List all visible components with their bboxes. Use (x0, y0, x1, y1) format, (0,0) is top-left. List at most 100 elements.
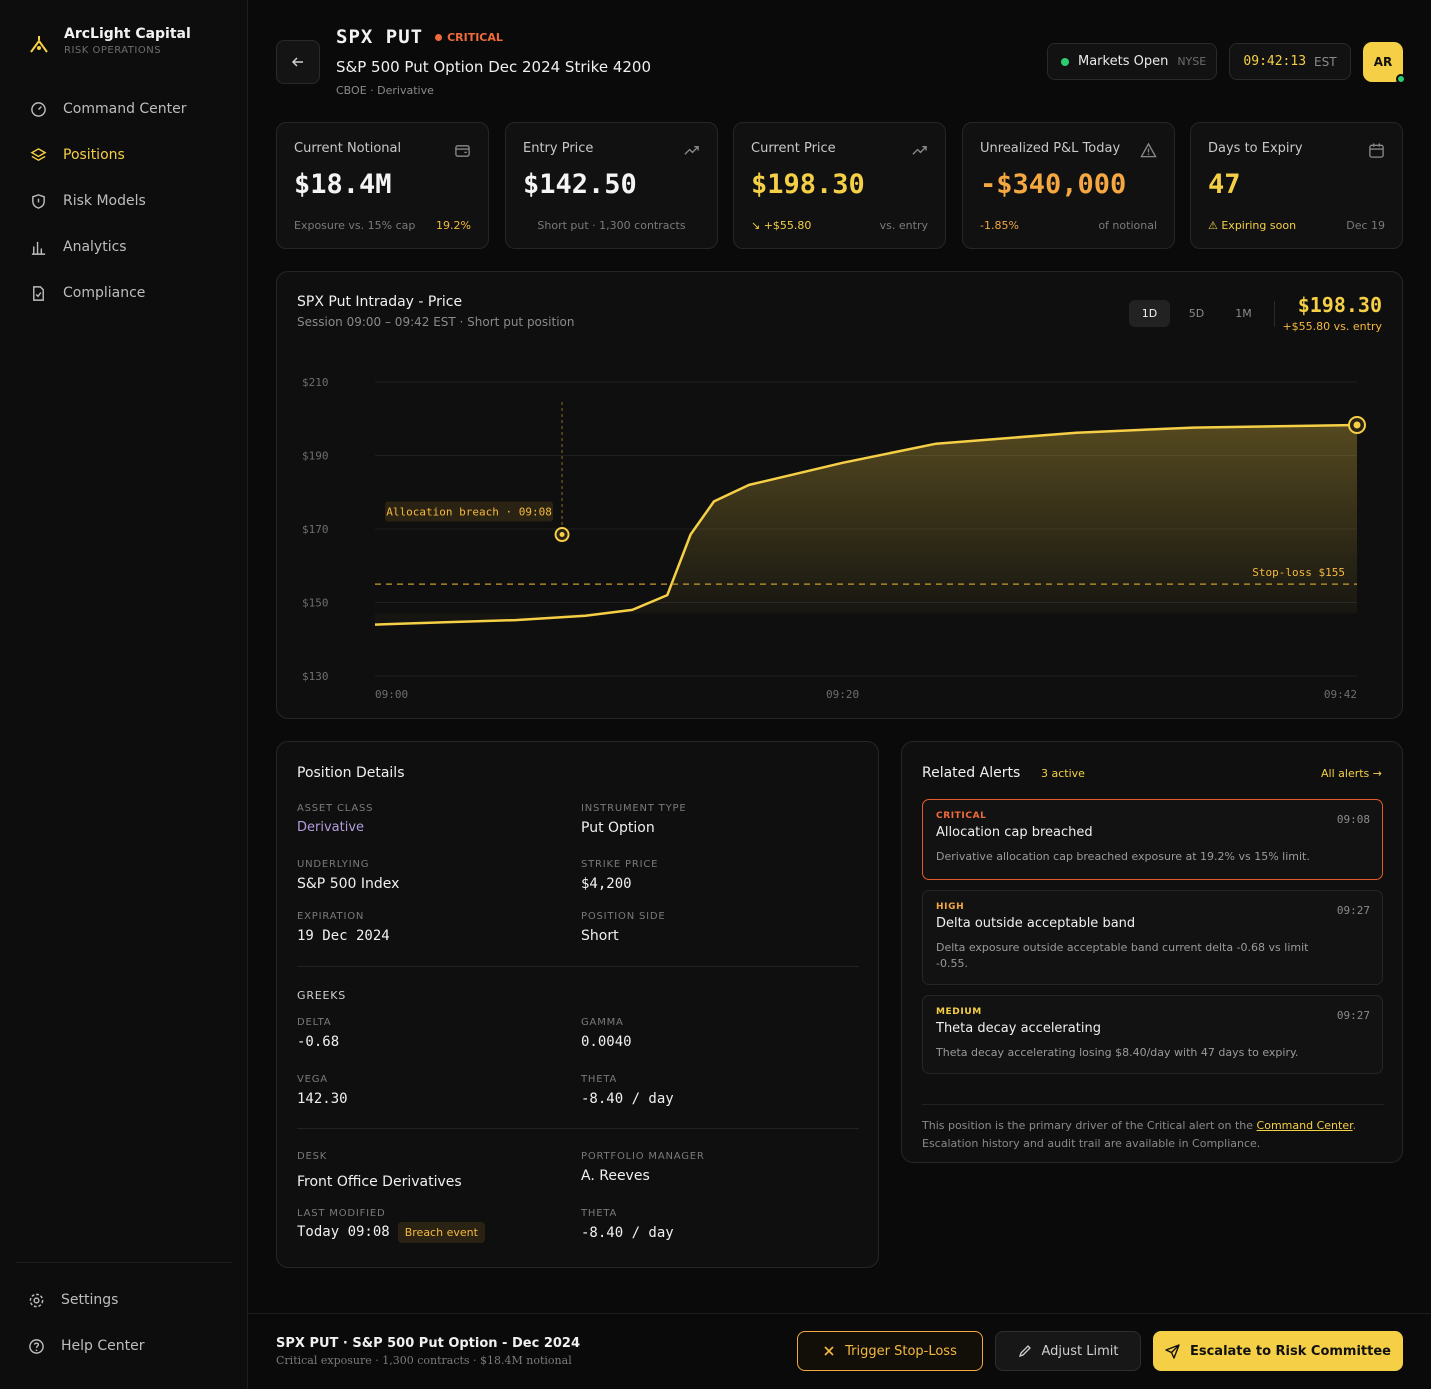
trigger-stop-loss-button[interactable]: Trigger Stop-Loss (797, 1331, 983, 1371)
stop-loss-label: Stop-loss $155 (1252, 566, 1345, 579)
chart-title: SPX Put Intraday - Price (297, 294, 463, 310)
sidebar-item-command-center[interactable]: Command Center (0, 86, 247, 132)
trend-icon (912, 146, 927, 155)
brand[interactable]: ArcLight Capital RISK OPERATIONS (28, 26, 191, 56)
x-tick-label: 09:20 (826, 688, 859, 701)
close-icon (824, 1346, 834, 1356)
kpi-value: $142.50 (523, 169, 637, 200)
field-label: STRIKE PRICE (581, 859, 659, 870)
alerts-note: This position is the primary driver of t… (922, 1104, 1384, 1153)
escalate-button[interactable]: Escalate to Risk Committee (1153, 1331, 1403, 1371)
field-label: VEGA (297, 1074, 328, 1085)
gauge-icon (31, 101, 46, 117)
tab-5d[interactable]: 5D (1188, 307, 1205, 320)
section-title: Position Details (297, 765, 405, 781)
layers-icon (30, 147, 47, 161)
field-portfolio-manager: PORTFOLIO MANAGER A. Reeves (581, 1151, 705, 1184)
field-label: UNDERLYING (297, 859, 370, 870)
sidebar-item-label: Analytics (63, 239, 127, 255)
field-value: A. Reeves (581, 1168, 650, 1184)
field-value: S&P 500 Index (297, 876, 400, 892)
sidebar-item-settings[interactable]: Settings (16, 1277, 232, 1323)
kpi-foot-right: vs. entry (879, 219, 928, 232)
breach-point-core (559, 532, 565, 538)
kpi-foot-left: -1.85% (980, 219, 1019, 232)
logo-icon (30, 36, 48, 53)
tab-1d[interactable]: 1D (1129, 300, 1170, 327)
kpi-value: -$340,000 (980, 169, 1127, 200)
x-tick-label: 09:00 (375, 688, 408, 701)
field-label: PORTFOLIO MANAGER (581, 1151, 705, 1162)
tab-1m[interactable]: 1M (1235, 307, 1252, 320)
back-button[interactable] (276, 40, 320, 84)
status-dot (1061, 57, 1069, 66)
alert-title: Delta outside acceptable band (936, 916, 1136, 931)
severity-badge: CRITICAL (435, 31, 503, 44)
chart-subtitle: Session 09:00 – 09:42 EST · Short put po… (297, 315, 575, 329)
position-details: Position Details ASSET CLASS Derivative … (276, 741, 879, 1268)
field-expiration: EXPIRATION 19 Dec 2024 (297, 911, 390, 944)
market-status-label: Markets Open (1078, 54, 1169, 69)
field-last-modified: LAST MODIFIED Today 09:08 Breach event (297, 1208, 485, 1243)
kpi-label: Days to Expiry (1208, 141, 1303, 156)
adjust-limit-button[interactable]: Adjust Limit (995, 1331, 1141, 1371)
sidebar-item-positions[interactable]: Positions (0, 132, 247, 178)
field-instrument-type: INSTRUMENT TYPE Put Option (581, 803, 686, 836)
sidebar-item-compliance[interactable]: Compliance (0, 270, 247, 316)
divider (1274, 301, 1275, 327)
field-desk: DESK Front Office Derivatives (297, 1151, 462, 1190)
note-text: This position is the primary driver of t… (922, 1119, 1257, 1132)
field-underlying: UNDERLYING S&P 500 Index (297, 859, 399, 892)
sidebar-item-risk-models[interactable]: Risk Models (0, 178, 247, 224)
field-value: Short (581, 928, 619, 944)
market-exchange: NYSE (1177, 55, 1207, 68)
avatar-initials: AR (1373, 55, 1393, 69)
y-tick-label: $170 (302, 523, 329, 536)
alert-item[interactable]: HIGH 09:27 Delta outside acceptable band… (922, 890, 1383, 985)
kpi-foot-left: ⚠ Expiring soon (1208, 219, 1297, 232)
field-value: Put Option (581, 820, 655, 836)
field-value: -8.40 / day (581, 1225, 674, 1241)
avatar[interactable]: AR (1363, 42, 1406, 84)
wallet-icon (455, 145, 470, 157)
kpi-foot-left: Exposure vs. 15% cap (294, 219, 416, 232)
greeks-title: GREEKS (297, 989, 347, 1002)
kpi-current-notional: Current Notional $18.4M Exposure vs. 15%… (276, 122, 489, 249)
field-label: THETA (581, 1074, 618, 1085)
sidebar-item-label: Help Center (61, 1338, 145, 1354)
range-tabs: 1D 5D 1M (1129, 300, 1264, 327)
all-alerts-link[interactable]: All alerts → (1321, 767, 1382, 780)
kpi-label: Current Notional (294, 141, 402, 156)
y-tick-label: $130 (302, 670, 329, 683)
alert-item[interactable]: MEDIUM 09:27 Theta decay accelerating Th… (922, 995, 1383, 1074)
command-center-link[interactable]: Command Center (1256, 1119, 1353, 1132)
field-label: GAMMA (581, 1017, 624, 1028)
market-status: Markets Open NYSE (1047, 43, 1217, 80)
online-indicator (1396, 74, 1406, 84)
sidebar-item-help-center[interactable]: Help Center (16, 1323, 232, 1369)
field-value: 142.30 (297, 1091, 348, 1107)
page-header: SPX PUT CRITICAL S&P 500 Put Option Dec … (336, 26, 651, 97)
warning-icon (1140, 142, 1157, 158)
sidebar-item-analytics[interactable]: Analytics (0, 224, 247, 270)
trend-icon (684, 146, 699, 155)
field-asset-class: ASSET CLASS Derivative (297, 803, 373, 835)
breach-label-box (385, 501, 554, 522)
shield-icon (32, 193, 45, 209)
note-text: . Escalation history and audit trail are… (922, 1119, 1357, 1150)
breach-event-badge[interactable]: Breach event (397, 1222, 485, 1243)
alert-time: 09:27 (1336, 1009, 1370, 1022)
field-label: EXPIRATION (297, 911, 365, 922)
alert-item[interactable]: CRITICAL 09:08 Allocation cap breached D… (922, 799, 1383, 880)
field-label: DELTA (297, 1017, 332, 1028)
field-strike-price: STRIKE PRICE $4,200 (581, 859, 658, 892)
field-value: $4,200 (581, 876, 632, 892)
brand-name: ArcLight Capital (64, 26, 191, 42)
price-chart[interactable]: $210 $190 $170 $150 $130 09:00 09:20 09:42 Stop… (277, 272, 1402, 718)
kpi-label: Entry Price (523, 141, 594, 156)
sidebar-item-label: Command Center (63, 101, 187, 117)
arrow-left-icon (291, 57, 303, 67)
sidebar: ArcLight Capital RISK OPERATIONS Command… (0, 0, 248, 1389)
bar-chart-icon (31, 241, 46, 255)
alert-title: Theta decay accelerating (936, 1021, 1101, 1036)
